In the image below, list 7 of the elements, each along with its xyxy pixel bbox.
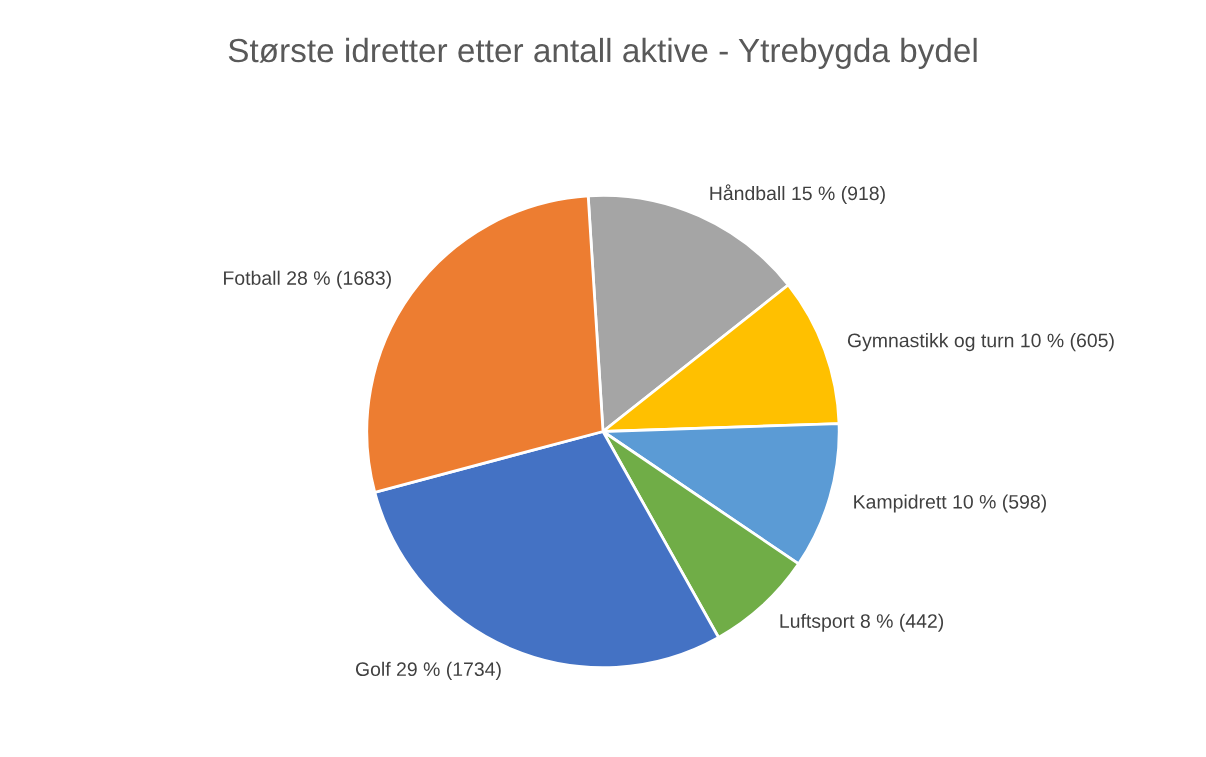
slice-label: Fotball 28 % (1683) — [224, 270, 391, 289]
slice-label: Håndball 15 % (918) — [710, 184, 885, 205]
slice-label: Gymnastikk og turn 10 % (605) — [847, 333, 1114, 352]
chart-title: Største idretter etter antall aktive - Ytrebygda bydel — [228, 37, 977, 69]
slice-label: Kampidrett 10 % (598) — [854, 494, 1046, 513]
slice-label: Luftsport 8 % (442) — [780, 613, 944, 632]
slice-label: Golf 29 % (1734) — [355, 661, 501, 680]
